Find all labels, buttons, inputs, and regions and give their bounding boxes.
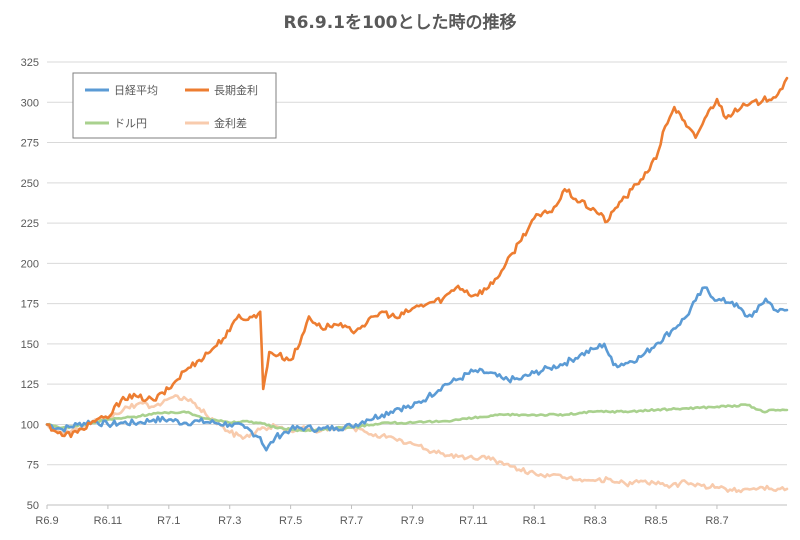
- x-tick-label: R8.1: [523, 515, 546, 527]
- y-tick-label: 100: [21, 419, 39, 431]
- legend-label: 長期金利: [214, 83, 258, 97]
- legend-label: ドル円: [114, 117, 147, 130]
- y-tick-label: 300: [21, 97, 39, 109]
- series-layer: [45, 76, 789, 494]
- y-tick-label: 250: [21, 178, 39, 190]
- x-tick-label: R8.5: [644, 515, 667, 527]
- series-line-3: [45, 403, 789, 433]
- chart-title: R6.9.1を100とした時の推移: [283, 13, 517, 33]
- series-line-1: [45, 286, 789, 452]
- legend-label: 日経平均: [114, 84, 158, 97]
- y-tick-label: 150: [21, 339, 39, 351]
- series-line-4: [45, 394, 789, 494]
- y-tick-label: 325: [21, 57, 39, 69]
- x-tick-label: R7.9: [401, 515, 424, 527]
- x-tick-label: R8.3: [584, 515, 607, 527]
- series-line-2: [45, 76, 789, 439]
- x-tick-label: R6.9: [35, 515, 58, 527]
- y-tick-label: 50: [27, 500, 39, 512]
- y-tick-label: 125: [21, 379, 39, 391]
- y-tick-label: 275: [21, 138, 39, 150]
- x-tick-label: R7.3: [218, 515, 241, 527]
- y-tick-label: 75: [27, 460, 39, 472]
- y-tick-label: 200: [21, 258, 39, 270]
- x-tick-label: R8.7: [705, 515, 728, 527]
- legend-label: 金利差: [214, 116, 247, 130]
- x-tick-label: R7.7: [340, 515, 363, 527]
- y-tick-label: 225: [21, 218, 39, 230]
- x-tick-label: R7.5: [279, 515, 302, 527]
- x-tick-label: R6.11: [94, 515, 123, 527]
- y-tick-label: 175: [21, 299, 39, 311]
- x-tick-label: R7.11: [459, 515, 488, 527]
- axis-layer: 50 75 100 125 150 175 200 225 250 275 300 325 R6.9 R6…: [21, 57, 787, 527]
- x-tick-label: R7.1: [157, 515, 180, 527]
- legend-box: [72, 72, 277, 139]
